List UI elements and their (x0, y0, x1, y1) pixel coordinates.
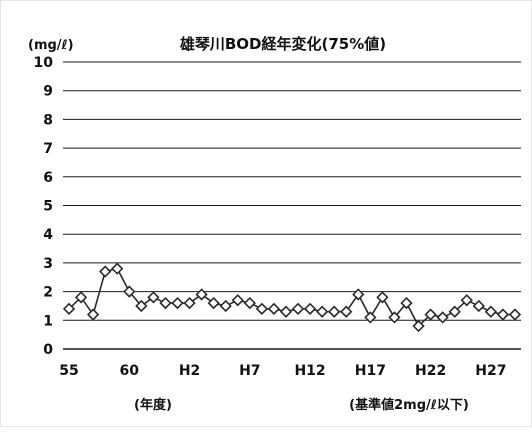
y-tick-label: 10 (34, 55, 54, 71)
data-point-marker (400, 296, 413, 310)
data-point-marker (171, 296, 184, 310)
data-point-marker (496, 308, 510, 321)
data-point-marker (147, 291, 160, 304)
data-point-marker (183, 296, 196, 310)
x-tick-label: 60 (120, 363, 140, 379)
data-point-marker (460, 294, 473, 307)
data-point-marker (352, 288, 365, 301)
x-tick-label: H12 (294, 363, 325, 379)
data-point-marker (291, 302, 305, 315)
data-point-marker (123, 285, 136, 298)
data-point-marker (74, 291, 88, 304)
x-axis-ticks: 55 60 H2 H7 H12 H17 H22 H27 (59, 363, 506, 379)
y-tick-label: 7 (43, 141, 53, 157)
data-point-marker (412, 319, 425, 333)
data-point-marker (472, 299, 485, 313)
data-point-marker (448, 305, 461, 318)
x-tick-label: H2 (179, 363, 200, 379)
chart-title: 雄琴川BOD経年変化(75%値) (179, 35, 386, 53)
x-tick-label: H27 (475, 363, 506, 379)
data-point-marker (340, 305, 353, 318)
data-point-marker (87, 308, 100, 321)
x-tick-label: 55 (59, 363, 78, 379)
data-point-marker (195, 288, 208, 301)
x-tick-label: H7 (239, 363, 260, 379)
y-axis-unit-label: (mg/ℓ) (28, 38, 74, 53)
gridlines (63, 61, 521, 350)
y-tick-label: 2 (43, 285, 53, 301)
data-point-marker (135, 299, 148, 313)
y-tick-label: 9 (43, 84, 53, 100)
data-point-marker (303, 302, 317, 315)
y-tick-label: 0 (43, 342, 53, 358)
data-point-marker (111, 262, 124, 275)
data-point-marker (508, 308, 522, 321)
data-point-marker (484, 305, 497, 318)
bod-series-markers (62, 262, 522, 333)
y-axis-ticks: 0 1 2 3 4 5 6 7 8 9 10 (34, 55, 54, 358)
data-point-marker (207, 296, 220, 310)
standard-value-note: (基準値2mg/ℓ以下) (349, 397, 469, 413)
data-point-marker (267, 302, 281, 315)
x-axis-title: (年度) (134, 397, 172, 413)
data-point-marker (243, 296, 256, 310)
data-point-marker (364, 311, 377, 324)
data-point-marker (255, 302, 268, 315)
data-point-marker (231, 294, 244, 307)
data-point-marker (388, 311, 401, 324)
y-tick-label: 8 (43, 112, 53, 128)
data-point-marker (99, 265, 112, 278)
y-tick-label: 1 (43, 313, 53, 329)
x-tick-label: H22 (415, 363, 446, 379)
data-point-marker (436, 311, 449, 324)
data-point-marker (316, 305, 329, 318)
y-tick-label: 5 (43, 199, 53, 215)
x-tick-label: H17 (355, 363, 386, 379)
data-point-marker (328, 305, 341, 318)
y-tick-label: 3 (43, 256, 53, 272)
data-point-marker (376, 291, 389, 304)
y-tick-label: 4 (43, 227, 53, 243)
data-point-marker (219, 299, 232, 313)
data-point-marker (279, 305, 293, 318)
y-tick-label: 6 (43, 170, 53, 186)
data-point-marker (424, 308, 437, 321)
data-point-marker (62, 302, 76, 315)
data-point-marker (159, 296, 172, 310)
